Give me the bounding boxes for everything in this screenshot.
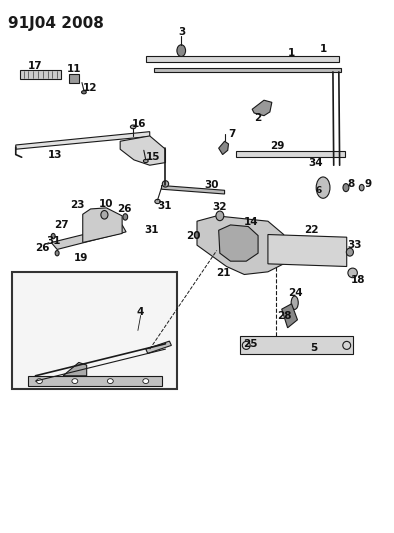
Text: 1: 1 xyxy=(320,44,327,54)
Polygon shape xyxy=(162,185,225,194)
Polygon shape xyxy=(154,68,341,72)
Text: 8: 8 xyxy=(348,179,355,189)
Polygon shape xyxy=(236,151,345,157)
Text: 11: 11 xyxy=(67,64,81,74)
Ellipse shape xyxy=(72,378,78,384)
Ellipse shape xyxy=(143,378,149,384)
Polygon shape xyxy=(252,100,272,116)
Text: 25: 25 xyxy=(243,339,257,349)
Polygon shape xyxy=(120,136,165,165)
Ellipse shape xyxy=(107,378,113,384)
Ellipse shape xyxy=(346,248,353,256)
Polygon shape xyxy=(20,70,61,79)
Text: 91J04 2008: 91J04 2008 xyxy=(8,16,104,31)
Text: 10: 10 xyxy=(98,199,113,209)
Text: 23: 23 xyxy=(71,200,85,210)
Text: 1: 1 xyxy=(288,49,295,58)
Text: 30: 30 xyxy=(205,180,219,190)
Ellipse shape xyxy=(101,211,108,219)
Polygon shape xyxy=(16,132,150,149)
Ellipse shape xyxy=(143,159,148,163)
Polygon shape xyxy=(219,141,229,155)
FancyBboxPatch shape xyxy=(12,272,177,389)
Text: 2: 2 xyxy=(254,114,261,123)
Ellipse shape xyxy=(55,251,59,256)
Text: 28: 28 xyxy=(277,311,292,321)
Polygon shape xyxy=(28,376,162,386)
Text: 4: 4 xyxy=(137,307,144,317)
Polygon shape xyxy=(219,225,258,261)
Text: 6: 6 xyxy=(315,186,322,195)
Text: 21: 21 xyxy=(217,268,231,278)
Text: 17: 17 xyxy=(28,61,43,71)
Ellipse shape xyxy=(37,378,43,384)
Text: 26: 26 xyxy=(35,243,50,253)
Text: 16: 16 xyxy=(132,119,146,128)
Polygon shape xyxy=(146,56,339,62)
Polygon shape xyxy=(63,362,87,376)
Text: 34: 34 xyxy=(308,158,323,167)
Ellipse shape xyxy=(343,342,351,350)
Ellipse shape xyxy=(343,183,349,191)
Text: 20: 20 xyxy=(187,231,201,240)
Ellipse shape xyxy=(130,125,136,128)
Text: 26: 26 xyxy=(117,204,131,214)
Text: 19: 19 xyxy=(74,253,88,263)
Ellipse shape xyxy=(155,199,160,204)
Text: 33: 33 xyxy=(348,240,362,250)
Polygon shape xyxy=(197,216,284,274)
Ellipse shape xyxy=(51,233,55,239)
Polygon shape xyxy=(282,304,297,328)
Ellipse shape xyxy=(82,91,86,94)
Text: 31: 31 xyxy=(46,236,60,246)
Text: 24: 24 xyxy=(288,288,303,298)
Text: 5: 5 xyxy=(310,343,318,352)
Ellipse shape xyxy=(177,45,186,56)
Text: 9: 9 xyxy=(364,179,371,189)
Polygon shape xyxy=(268,235,347,266)
Polygon shape xyxy=(240,336,353,354)
Text: 18: 18 xyxy=(351,275,365,285)
Text: 31: 31 xyxy=(145,225,159,235)
Ellipse shape xyxy=(316,177,330,198)
Text: 7: 7 xyxy=(228,130,235,139)
Ellipse shape xyxy=(291,296,298,309)
Text: 13: 13 xyxy=(48,150,62,159)
Polygon shape xyxy=(51,225,126,249)
Ellipse shape xyxy=(359,184,364,191)
Bar xyxy=(69,74,79,83)
Text: 32: 32 xyxy=(213,202,227,212)
Polygon shape xyxy=(83,208,122,243)
Ellipse shape xyxy=(242,342,250,350)
Polygon shape xyxy=(146,341,171,353)
Text: 31: 31 xyxy=(158,201,172,211)
Text: 15: 15 xyxy=(146,152,160,161)
Ellipse shape xyxy=(348,268,357,278)
Ellipse shape xyxy=(162,181,169,187)
Text: 12: 12 xyxy=(83,83,97,93)
Text: 29: 29 xyxy=(271,141,285,150)
Text: 27: 27 xyxy=(54,220,69,230)
Text: 22: 22 xyxy=(304,225,318,235)
Text: 3: 3 xyxy=(179,27,186,37)
Ellipse shape xyxy=(123,214,128,220)
Text: 14: 14 xyxy=(244,217,259,227)
Ellipse shape xyxy=(216,211,224,221)
